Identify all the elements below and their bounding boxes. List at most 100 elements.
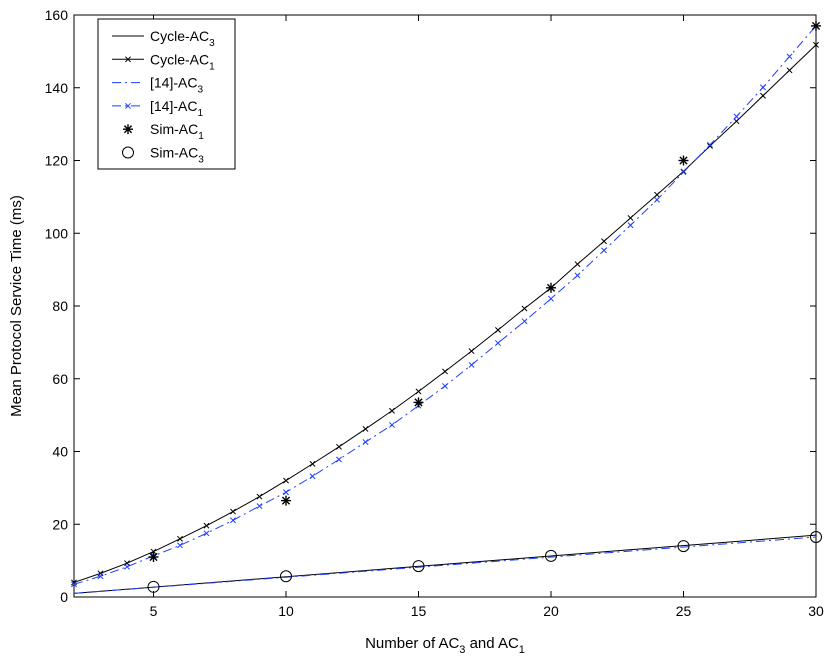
- y-tick-label: 100: [45, 225, 69, 241]
- series-1: [71, 41, 819, 586]
- data-point: [680, 169, 687, 176]
- legend-label: Sim-AC1: [150, 121, 204, 142]
- data-point: [256, 503, 263, 510]
- legend-label: Cycle-AC3: [150, 28, 215, 49]
- data-point: [147, 580, 160, 593]
- x-tick-label: 5: [150, 603, 158, 619]
- data-point: [707, 141, 713, 148]
- data-point: [412, 560, 425, 573]
- data-point: [495, 340, 501, 347]
- data-point: [280, 570, 292, 583]
- y-tick-label: 120: [45, 153, 69, 169]
- data-point: [309, 460, 316, 467]
- series-3: [71, 22, 819, 588]
- data-point: [97, 570, 104, 577]
- y-tick-label: 40: [52, 444, 68, 460]
- data-point: [177, 542, 183, 549]
- y-tick-label: 20: [52, 516, 68, 532]
- legend-item: Sim-AC3: [122, 145, 204, 166]
- data-point: [389, 407, 395, 414]
- x-tick-label: 10: [278, 603, 294, 619]
- data-point: [760, 92, 766, 99]
- legend-marker: [122, 146, 134, 159]
- data-point: [442, 368, 448, 375]
- data-point: [148, 551, 159, 562]
- data-point: [468, 348, 475, 355]
- x-tick-label: 25: [676, 603, 692, 619]
- data-point: [362, 439, 369, 445]
- data-point: [468, 361, 475, 368]
- series-4: [148, 20, 821, 562]
- legend-item: [14]-AC1: [112, 98, 203, 119]
- data-point: [574, 272, 581, 279]
- data-point: [677, 540, 690, 553]
- data-point: [362, 425, 369, 432]
- x-tick-label: 20: [543, 603, 559, 619]
- data-point: [203, 530, 210, 537]
- data-point: [810, 530, 822, 543]
- y-tick-label: 0: [60, 589, 68, 605]
- legend-item: Cycle-AC1: [112, 51, 215, 72]
- series-0: [73, 534, 817, 594]
- data-point: [97, 573, 104, 580]
- data-point: [71, 581, 77, 588]
- data-point: [415, 388, 422, 395]
- legend-marker: [125, 56, 131, 63]
- data-point: [654, 196, 660, 203]
- y-tick-label: 140: [45, 80, 69, 96]
- data-point: [786, 53, 793, 60]
- data-point: [521, 305, 528, 312]
- legend-box: [97, 18, 236, 170]
- data-point: [256, 493, 263, 500]
- data-point: [760, 84, 766, 91]
- data-point: [654, 191, 660, 198]
- data-point: [546, 282, 556, 293]
- legend-marker: [125, 102, 131, 109]
- series-layer: [71, 20, 822, 594]
- data-point: [707, 142, 713, 149]
- data-point: [601, 238, 607, 245]
- data-point: [733, 118, 740, 125]
- legend: Cycle-AC3Cycle-AC1[14]-AC3[14]-AC1Sim-AC…: [97, 18, 236, 170]
- data-point: [309, 473, 316, 480]
- y-axis-label: Mean Protocol Service Time (ms): [8, 195, 25, 417]
- data-point: [150, 548, 157, 555]
- y-tick-label: 60: [52, 371, 68, 387]
- data-point: [545, 549, 557, 562]
- data-point: [601, 247, 607, 254]
- legend-label: Sim-AC3: [150, 145, 204, 166]
- data-point: [574, 261, 581, 268]
- data-point: [124, 563, 130, 570]
- data-point: [733, 113, 740, 120]
- data-point: [281, 495, 291, 506]
- data-point: [336, 456, 342, 463]
- data-point: [627, 222, 634, 229]
- legend-item: [14]-AC3: [112, 75, 203, 96]
- data-point: [177, 535, 183, 542]
- data-point: [521, 318, 528, 325]
- y-tick-label: 160: [45, 7, 69, 23]
- legend-label: [14]-AC1: [150, 98, 203, 119]
- data-point: [678, 155, 689, 166]
- series-5: [147, 530, 822, 593]
- legend-item: Cycle-AC3: [112, 28, 215, 49]
- x-axis-label: Number of AC3 and AC1: [365, 635, 525, 656]
- data-point: [230, 508, 236, 515]
- data-point: [627, 215, 634, 221]
- data-point: [230, 517, 236, 524]
- data-point: [336, 443, 342, 450]
- legend-label: [14]-AC3: [150, 75, 203, 96]
- legend-item: Sim-AC1: [123, 121, 204, 142]
- data-point: [813, 41, 819, 48]
- data-point: [413, 397, 424, 408]
- data-point: [203, 522, 210, 529]
- x-tick-label: 15: [411, 603, 427, 619]
- data-point: [811, 20, 821, 31]
- data-point: [283, 489, 289, 496]
- data-point: [283, 477, 289, 484]
- data-point: [442, 383, 448, 389]
- legend-marker: [123, 124, 133, 135]
- series-line: [73, 534, 817, 594]
- data-point: [786, 67, 793, 74]
